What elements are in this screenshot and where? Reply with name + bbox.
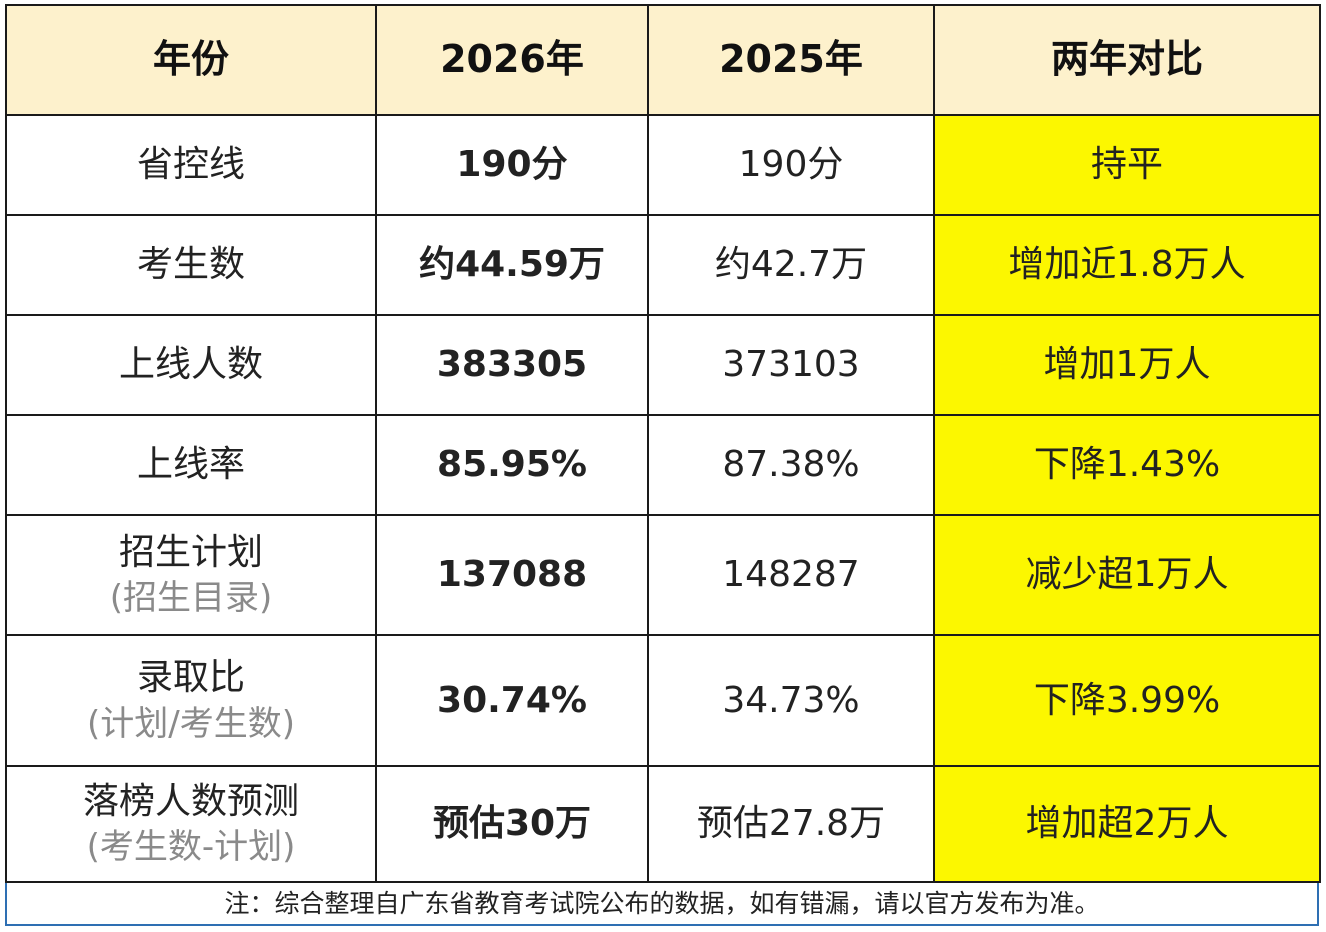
row-label-text: 落榜人数预测 [82, 780, 299, 822]
row-label-text: 考生数 [136, 244, 245, 286]
row-label-text: 录取比 [136, 657, 245, 699]
compare-cell: 增加近1.8万人 [933, 214, 1321, 316]
row-label: 录取比 (计划/考生数) [5, 634, 377, 767]
row-label-text: 招生计划 [118, 531, 263, 573]
value-2025: 190分 [647, 114, 935, 216]
value-2025: 约42.7万 [647, 214, 935, 316]
compare-cell: 下降1.43% [933, 414, 1321, 516]
row-label: 上线人数 [5, 314, 377, 416]
table-row: 录取比 (计划/考生数) 30.74% 34.73% 下降3.99% [5, 634, 1321, 767]
row-sublabel: (考生数-计划) [86, 827, 296, 868]
value-2025: 148287 [647, 514, 935, 636]
table-row: 落榜人数预测 (考生数-计划) 预估30万 预估27.8万 增加超2万人 [5, 765, 1321, 883]
row-label: 上线率 [5, 414, 377, 516]
footnote: 注：综合整理自广东省教育考试院公布的数据，如有错漏，请以官方发布为准。 [224, 889, 1100, 918]
value-2026: 预估30万 [375, 765, 649, 883]
table-row: 招生计划 (招生目录) 137088 148287 减少超1万人 [5, 514, 1321, 636]
row-label: 落榜人数预测 (考生数-计划) [5, 765, 377, 883]
table-row: 考生数 约44.59万 约42.7万 增加近1.8万人 [5, 214, 1321, 316]
header-2025: 2025年 [647, 4, 935, 116]
row-label-text: 省控线 [136, 144, 245, 186]
row-label: 省控线 [5, 114, 377, 216]
table-header-row: 年份 2026年 2025年 两年对比 [5, 4, 1321, 116]
row-label: 招生计划 (招生目录) [5, 514, 377, 636]
value-2026: 约44.59万 [375, 214, 649, 316]
value-2025: 预估27.8万 [647, 765, 935, 883]
header-2026: 2026年 [375, 4, 649, 116]
row-sublabel: (招生目录) [109, 578, 273, 619]
row-label-text: 上线人数 [118, 344, 263, 386]
value-2025: 373103 [647, 314, 935, 416]
data-table: 年份 2026年 2025年 两年对比 省控线 190分 190分 持平 考生数… [5, 4, 1321, 883]
table-row: 上线人数 383305 373103 增加1万人 [5, 314, 1321, 416]
compare-cell: 下降3.99% [933, 634, 1321, 767]
compare-cell: 增加1万人 [933, 314, 1321, 416]
value-2025: 34.73% [647, 634, 935, 767]
table-row: 上线率 85.95% 87.38% 下降1.43% [5, 414, 1321, 516]
compare-cell: 减少超1万人 [933, 514, 1321, 636]
header-year: 年份 [5, 4, 377, 116]
value-2025: 87.38% [647, 414, 935, 516]
value-2026: 85.95% [375, 414, 649, 516]
row-label-text: 上线率 [136, 444, 245, 486]
value-2026: 190分 [375, 114, 649, 216]
value-2026: 137088 [375, 514, 649, 636]
value-2026: 383305 [375, 314, 649, 416]
compare-cell: 增加超2万人 [933, 765, 1321, 883]
header-compare: 两年对比 [933, 4, 1321, 116]
value-2026: 30.74% [375, 634, 649, 767]
row-label: 考生数 [5, 214, 377, 316]
row-sublabel: (计划/考生数) [87, 703, 295, 744]
compare-cell: 持平 [933, 114, 1321, 216]
table-row: 省控线 190分 190分 持平 [5, 114, 1321, 216]
